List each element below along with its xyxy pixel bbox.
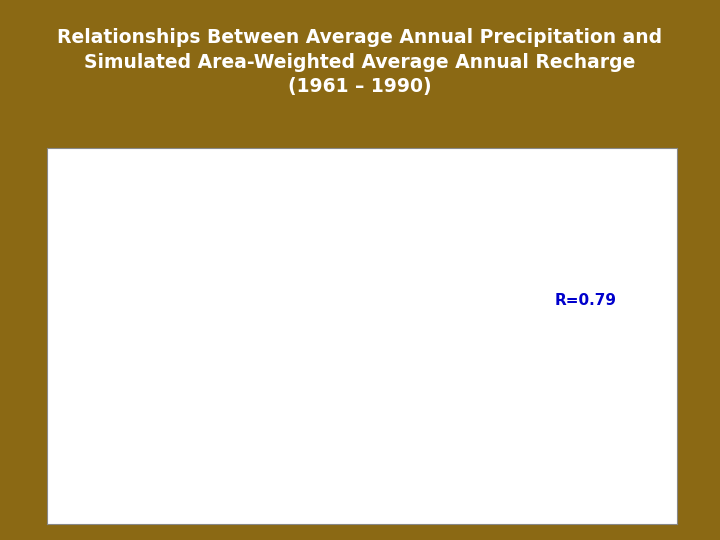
Text: Relationships Between Average Annual Precipitation and
Simulated Area-Weighted A: Relationships Between Average Annual Pre… (58, 28, 662, 96)
Text: R=0.79: R=0.79 (554, 293, 616, 308)
